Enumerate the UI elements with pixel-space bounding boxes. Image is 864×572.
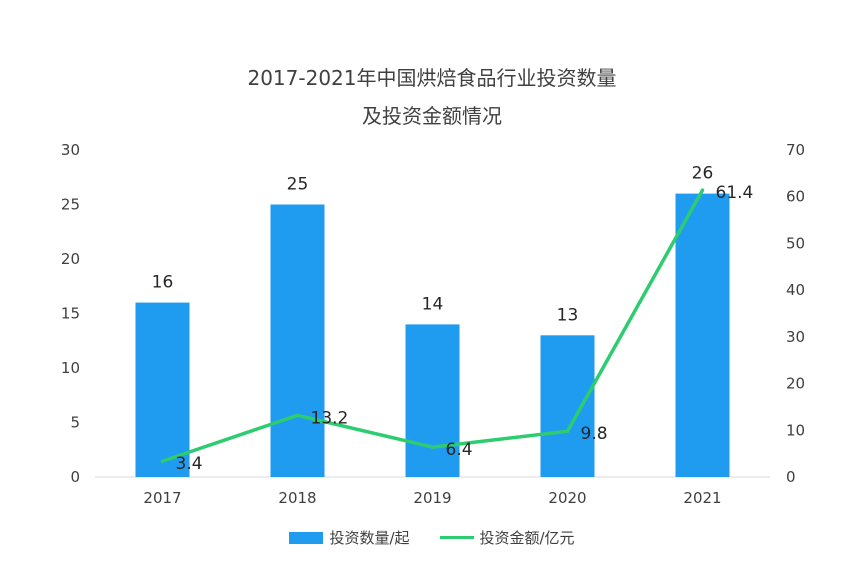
bar-data-label: 14 [422,294,444,314]
bar [540,335,595,477]
bar [135,302,190,477]
y-left-tick-label: 15 [61,305,80,323]
y-left-tick-label: 10 [61,359,80,377]
bar [405,324,460,477]
bar-data-label: 25 [287,175,309,195]
line-point [431,445,434,449]
legend-label-line: 投资金额/亿元 [479,529,575,547]
x-tick-label: 2017 [143,489,181,507]
legend-swatch-line [439,536,474,539]
y-right-tick-label: 50 [786,234,805,252]
line-data-label: 61.4 [716,183,754,203]
x-tick-label: 2018 [278,489,316,507]
y-right-tick-label: 70 [786,141,805,159]
line-point [701,188,704,192]
legend-item-bar: 投资数量/起 [289,527,410,548]
chart-title-line2: 及投资金额情况 [362,104,502,128]
y-right-tick-label: 10 [786,421,805,439]
bar-data-label: 13 [557,305,579,325]
legend-label-bar: 投资数量/起 [329,529,410,547]
y-right-tick-label: 60 [786,188,805,206]
legend-item-line: 投资金额/亿元 [439,527,575,548]
y-right-tick-label: 40 [786,281,805,299]
line-data-label: 9.8 [581,424,608,444]
y-left-tick-label: 25 [61,196,80,214]
y-right-tick-label: 0 [786,468,796,486]
y-right-tick-label: 20 [786,375,805,393]
line-point [296,413,299,417]
bar [675,193,730,477]
x-tick-label: 2019 [413,489,451,507]
y-left-tick-label: 20 [61,250,80,268]
y-left-tick-label: 5 [70,414,80,432]
line-data-label: 13.2 [311,408,349,428]
line-point [161,459,164,463]
line-data-label: 6.4 [446,440,473,460]
x-tick-label: 2021 [683,489,721,507]
line-data-label: 3.4 [176,454,203,474]
line-point [566,429,569,433]
chart-title-line1: 2017-2021年中国烘焙食品行业投资数量 [247,66,617,90]
y-left-tick-label: 0 [70,468,80,486]
bar [270,204,325,477]
y-left-tick-label: 30 [61,141,80,159]
legend: 投资数量/起 投资金额/亿元 [0,527,864,548]
bar-data-label: 26 [692,164,714,184]
y-right-tick-label: 30 [786,328,805,346]
legend-swatch-bar [289,531,324,544]
x-tick-label: 2020 [548,489,586,507]
bar-data-label: 16 [152,273,174,293]
